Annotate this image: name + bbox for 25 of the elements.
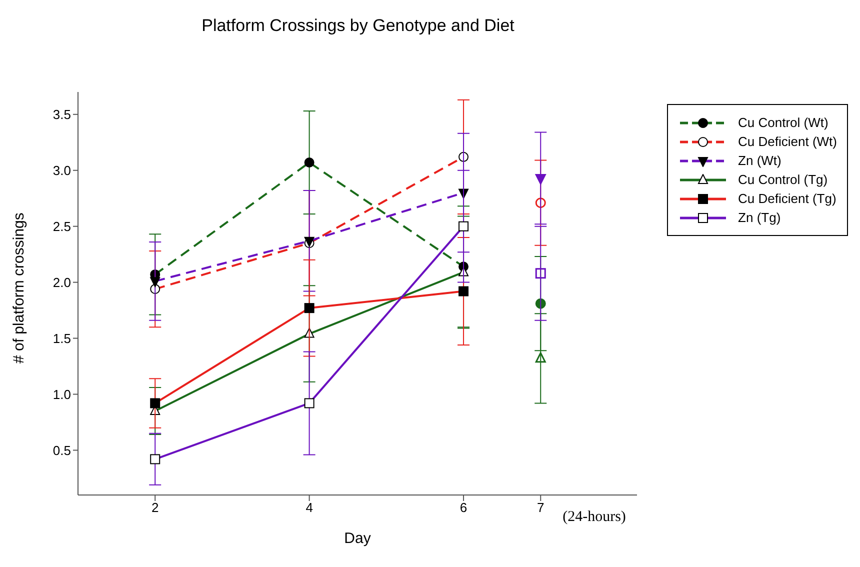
y-tick-label: 2.5 [52,218,71,234]
point [535,352,546,363]
text: (24-hours) [562,509,626,526]
point [535,198,546,208]
y-tick-label: 2.0 [52,274,71,290]
legend-label: Cu Deficient (Wt) [738,134,837,149]
point [535,268,546,279]
y-tick-label: 1.0 [52,386,71,402]
legend-label: Cu Control (Wt) [738,115,828,130]
chart-title: Platform Crossings by Genotype and Diet [200,16,516,36]
y-tick-label: 1.5 [52,330,71,346]
legend-label: Zn (Wt) [738,153,782,168]
y-tick-label: 3.0 [52,162,71,178]
legend-label: Zn (Tg) [738,210,781,225]
x-axis-title: Day [344,530,372,547]
legend-label: Cu Deficient (Tg) [738,191,836,206]
x-tick-label: 7 [537,500,544,516]
x-tick-label: 2 [151,500,159,516]
x-tick-label: 4 [306,500,313,516]
legend-label: Cu Control (Tg) [738,172,828,187]
x-tick-label: 6 [460,500,468,516]
y-tick-label: 0.5 [52,442,71,458]
y-axis-title: # of platform crossings [10,212,28,364]
y-tick-label: 3.5 [52,107,71,122]
point [535,174,546,184]
